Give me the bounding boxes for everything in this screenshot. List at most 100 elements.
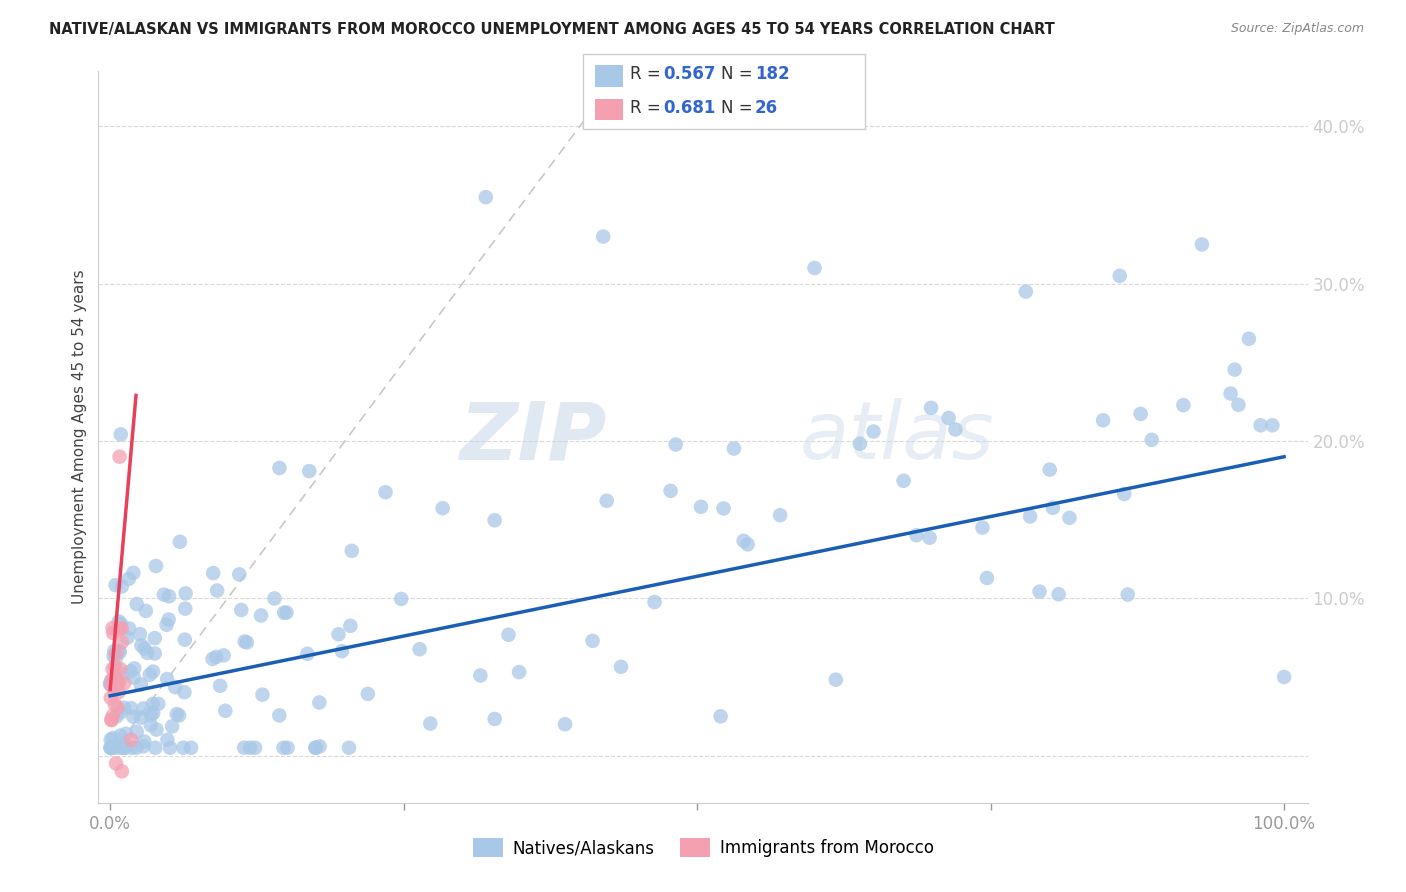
Point [209,679,232,693]
Point [1261,418,1284,433]
Point [112,700,135,714]
Point [710,709,733,723]
Point [101,740,124,755]
Point [508,665,530,679]
Point [205,649,228,664]
Point [976,571,998,585]
Point [111,621,134,635]
Point [340,544,363,558]
Point [263,591,285,606]
Point [100,678,122,692]
Point [1140,433,1163,447]
Point [273,740,295,755]
Point [101,672,124,686]
Point [111,580,134,594]
Point [304,740,326,755]
Point [110,740,132,755]
Point [167,708,190,723]
Point [1108,268,1130,283]
Point [104,578,127,592]
Point [100,732,122,747]
Point [357,687,380,701]
Point [107,622,129,636]
Point [938,411,960,425]
Point [110,427,132,442]
Point [484,513,506,527]
Point [101,731,124,746]
Point [120,701,142,715]
Point [143,631,166,645]
Point [610,660,633,674]
Point [142,665,165,679]
Point [101,626,124,640]
Point [1237,332,1260,346]
Point [98,740,121,755]
Point [132,739,155,754]
Point [104,651,127,665]
Point [250,608,273,623]
Point [105,646,128,660]
Point [920,401,942,415]
Point [419,716,441,731]
Point [107,685,129,699]
Point [129,627,152,641]
Point [156,672,179,686]
Point [1047,587,1070,601]
Point [142,697,165,711]
Point [100,690,122,705]
Point [659,483,682,498]
Point [498,628,520,642]
Point [972,520,994,534]
Point [157,613,180,627]
Point [849,436,872,450]
Point [125,597,148,611]
Point [166,707,188,722]
Point [100,740,122,755]
Point [1092,413,1115,427]
Point [143,647,166,661]
Point [173,632,195,647]
Text: 0.567: 0.567 [664,65,716,83]
Point [129,678,152,692]
Point [143,740,166,755]
Point [112,676,135,690]
Legend: Natives/Alaskans, Immigrants from Morocco: Natives/Alaskans, Immigrants from Morocc… [465,831,941,864]
Point [108,450,131,464]
Text: ZIP: ZIP [458,398,606,476]
Point [269,708,291,723]
Point [112,738,135,752]
Point [104,659,127,673]
Point [554,717,576,731]
Point [105,756,128,771]
Point [1223,362,1246,376]
Point [101,621,124,635]
Point [169,534,191,549]
Point [214,704,236,718]
Point [173,685,195,699]
Point [1114,487,1136,501]
Point [239,740,262,755]
Point [101,708,124,723]
Point [104,740,127,755]
Point [201,652,224,666]
Point [118,622,141,636]
Point [142,706,165,720]
Point [145,723,167,737]
Point [132,701,155,715]
Point [769,508,792,523]
Point [134,641,156,656]
Point [236,635,259,649]
Point [644,595,666,609]
Point [723,442,745,456]
Point [277,740,299,755]
Point [98,676,121,690]
Point [108,674,131,689]
Point [596,493,619,508]
Point [165,680,187,694]
Point [122,709,145,723]
Point [298,464,321,478]
Point [131,638,153,652]
Point [159,740,181,755]
Point [1250,418,1272,433]
Point [737,537,759,551]
